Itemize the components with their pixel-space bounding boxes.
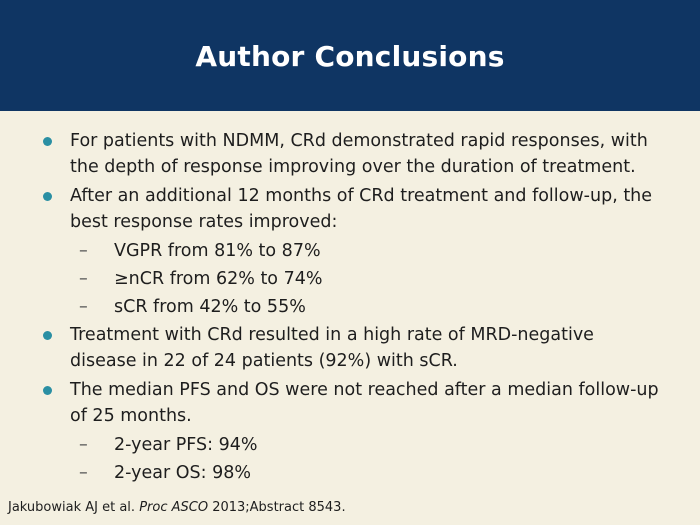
sub-bullet-item: – 2-year PFS: 94% bbox=[0, 432, 700, 458]
sub-bullet-text: ≥nCR from 62% to 74% bbox=[114, 269, 323, 289]
bullet-dot-icon bbox=[43, 192, 52, 201]
citation-authors: Jakubowiak AJ et al. bbox=[8, 500, 136, 515]
slide-content: For patients with NDMM, CRd demonstrated… bbox=[0, 128, 700, 488]
bullet-item: The median PFS and OS were not reached a… bbox=[0, 377, 700, 429]
slide-header: Author Conclusions bbox=[0, 0, 700, 111]
bullet-text: The median PFS and OS were not reached a… bbox=[70, 380, 659, 426]
sub-bullet-text: 2-year OS: 98% bbox=[114, 463, 251, 483]
bullet-text: After an additional 12 months of CRd tre… bbox=[70, 186, 653, 232]
bullet-dot-icon bbox=[43, 331, 52, 340]
bullet-item: For patients with NDMM, CRd demonstrated… bbox=[0, 128, 700, 180]
sub-bullet-text: VGPR from 81% to 87% bbox=[114, 241, 321, 261]
sub-bullet-item: – ≥nCR from 62% to 74% bbox=[0, 266, 700, 292]
bullet-dot-icon bbox=[43, 386, 52, 395]
sub-bullet-item: – 2-year OS: 98% bbox=[0, 460, 700, 486]
slide-title: Author Conclusions bbox=[195, 40, 505, 73]
bullet-text: For patients with NDMM, CRd demonstrated… bbox=[70, 131, 648, 177]
sub-bullet-text: 2-year PFS: 94% bbox=[114, 435, 258, 455]
dash-icon: – bbox=[79, 435, 88, 455]
dash-icon: – bbox=[79, 269, 88, 289]
bullet-text: Treatment with CRd resulted in a high ra… bbox=[70, 325, 594, 371]
dash-icon: – bbox=[79, 241, 88, 261]
bullet-item: Treatment with CRd resulted in a high ra… bbox=[0, 322, 700, 374]
dash-icon: – bbox=[79, 463, 88, 483]
citation-details: 2013;Abstract 8543. bbox=[212, 500, 346, 515]
bullet-item: After an additional 12 months of CRd tre… bbox=[0, 183, 700, 235]
citation: Jakubowiak AJ et al. Proc ASCO 2013;Abst… bbox=[8, 499, 346, 517]
sub-bullet-text: sCR from 42% to 55% bbox=[114, 297, 306, 317]
dash-icon: – bbox=[79, 297, 88, 317]
sub-bullet-item: – VGPR from 81% to 87% bbox=[0, 238, 700, 264]
citation-journal: Proc ASCO bbox=[139, 500, 209, 515]
bullet-dot-icon bbox=[43, 137, 52, 146]
sub-bullet-item: – sCR from 42% to 55% bbox=[0, 294, 700, 320]
